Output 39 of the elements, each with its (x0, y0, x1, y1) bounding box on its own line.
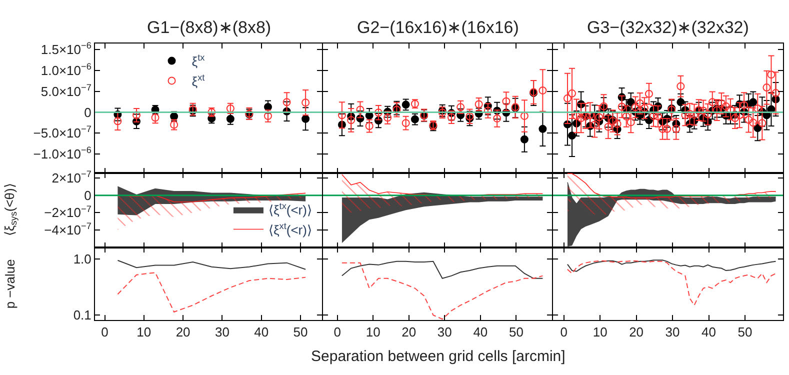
legend-label: ξ$^{xt}$ (192, 72, 206, 89)
x-tick-label: 50 (293, 324, 308, 340)
legend-label: ⟨ξ$^{tx}$(<r)⟩ (268, 200, 312, 218)
chart-title: G2−(16x16)∗(16x16) (357, 18, 519, 37)
x-tick-label: 50 (738, 324, 752, 340)
x-tick-label: 0 (560, 324, 568, 340)
y-tick-label: 1.0×10$^{−6}$ (40, 62, 92, 78)
x-tick-label: 40 (473, 324, 488, 340)
x-tick-label: 40 (702, 324, 716, 340)
chart-title: G3−(32x32)∗(32x32) (587, 18, 749, 37)
x-tick-label: 50 (508, 324, 524, 340)
x-tick-label: 30 (665, 324, 680, 340)
y-tick-label: 5.0×10$^{−7}$ (40, 82, 92, 99)
x-tick-label: 20 (629, 324, 644, 340)
chart-title: G1−(8x8)∗(8x8) (147, 18, 272, 37)
x-tick-label: 20 (402, 324, 416, 340)
legend-label: ξ$^{tx}$ (192, 52, 206, 69)
x-axis-title: Separation between grid cells [arcmin] (311, 348, 566, 365)
y-tick-label: −1.0×10$^{−6}$ (33, 145, 92, 162)
x-tick-label: 0 (334, 324, 341, 340)
y-axis-title: p −value (2, 259, 18, 309)
y-tick-label: 0 (84, 188, 92, 203)
legend-label: ⟨ξ$^{xt}$(<r)⟩ (268, 220, 312, 238)
y-tick-label: 0 (84, 104, 92, 120)
x-tick-label: 10 (366, 324, 380, 340)
y-tick-label: 1.5×10$^{−6}$ (40, 40, 92, 58)
x-tick-label: 10 (592, 324, 608, 340)
x-tick-label: 0 (101, 324, 108, 340)
y-tick-label: 1.0 (73, 251, 92, 266)
y-tick-label: 0.1 (73, 308, 92, 323)
x-tick-label: 20 (176, 324, 190, 340)
x-tick-label: 40 (254, 324, 269, 340)
x-tick-label: 30 (214, 324, 230, 340)
y-tick-label: −4×10$^{−7}$ (44, 221, 92, 238)
y-tick-label: −2×10$^{−7}$ (44, 204, 92, 220)
y-tick-label: 2×10$^{−7}$ (52, 169, 92, 186)
x-tick-label: 10 (136, 324, 152, 340)
x-tick-label: 30 (437, 324, 452, 340)
y-tick-label: −5.0×10$^{−7}$ (33, 124, 92, 141)
